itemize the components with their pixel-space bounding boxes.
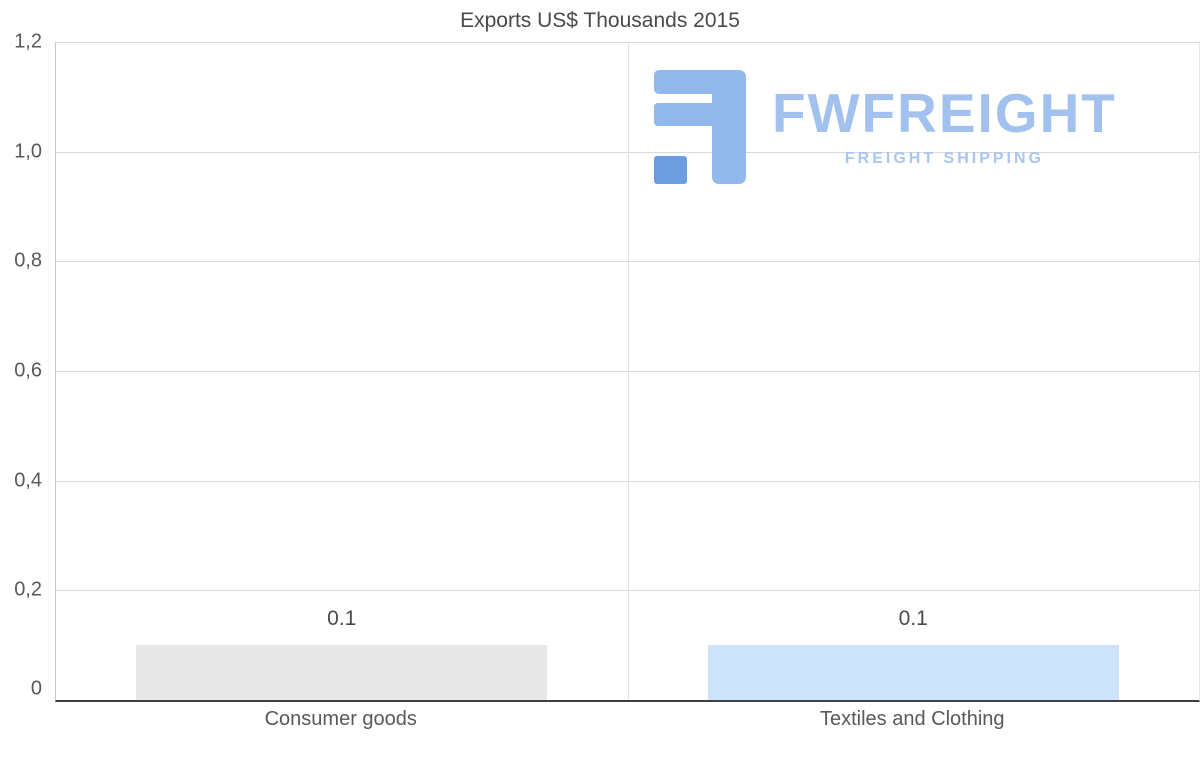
chart-title: Exports US$ Thousands 2015	[460, 9, 740, 32]
bar	[136, 645, 548, 700]
logo-text-block: FWFREIGHT FREIGHT SHIPPING	[772, 86, 1117, 168]
y-tick-label: 0	[30, 677, 42, 700]
y-tick-label: 1,0	[14, 140, 42, 163]
y-tick-label: 1,2	[14, 30, 42, 53]
bar	[707, 645, 1119, 700]
category-label: Textiles and Clothing	[819, 708, 1005, 730]
vertical-gridline	[627, 42, 629, 700]
logo-brand-text: FWFREIGHT	[772, 82, 1117, 144]
fwfreight-logo-icon	[654, 70, 746, 184]
bar-value-label: 0.1	[327, 607, 357, 631]
y-axis: 0 0,2 0,4 0,6 0,8 1,0 1,2	[0, 31, 48, 700]
y-tick-label: 0,8	[14, 249, 42, 272]
y-tick-label: 0,6	[14, 359, 42, 382]
watermark-logo: FWFREIGHT FREIGHT SHIPPING	[652, 70, 1117, 186]
logo-tagline-text: FREIGHT SHIPPING	[844, 150, 1044, 167]
plot-area: 0.1 0.1	[55, 42, 1200, 702]
bar-value-label: 0.1	[898, 607, 928, 631]
x-axis: Consumer goods Textiles and Clothing	[55, 708, 1198, 738]
y-tick-label: 0,4	[14, 469, 42, 492]
y-tick-label: 0,2	[14, 578, 42, 601]
category-label: Consumer goods	[264, 708, 417, 730]
